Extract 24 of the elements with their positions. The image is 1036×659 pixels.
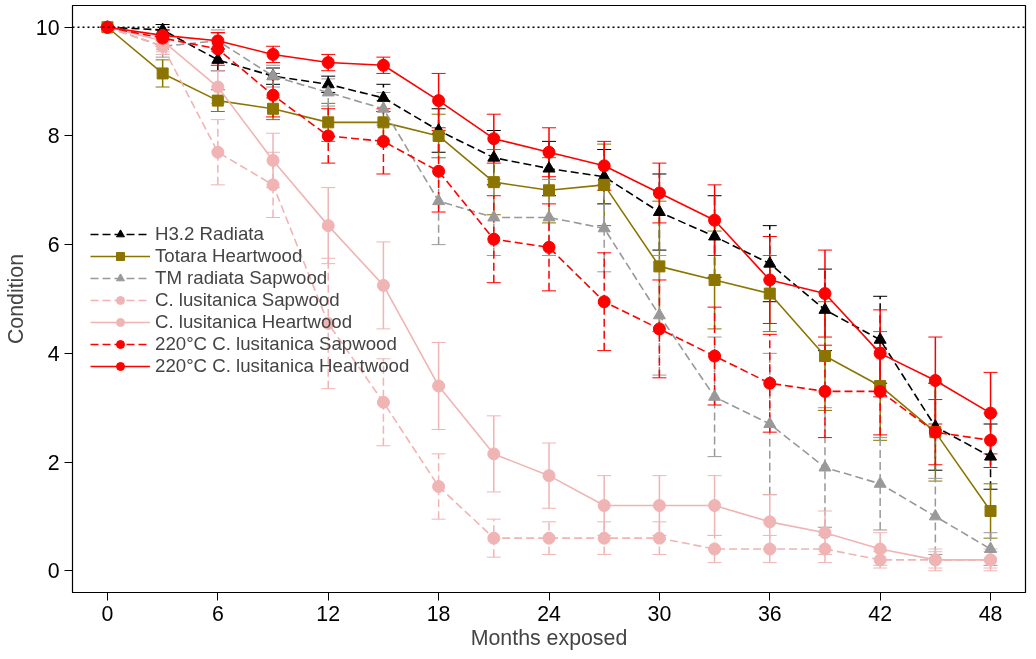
y-tick-label: 10 <box>35 15 60 40</box>
legend-label: 220°C C. lusitanica Sapwood <box>155 333 397 355</box>
x-tick-label: 24 <box>537 601 561 626</box>
legend-label: C. lusitanica Sapwood <box>155 289 340 311</box>
y-tick-label: 6 <box>47 233 60 258</box>
legend-label: Totara Heartwood <box>155 245 303 267</box>
y-tick-label: 8 <box>47 124 60 149</box>
x-tick-label: 6 <box>211 601 224 626</box>
x-tick-label: 42 <box>868 601 893 626</box>
legend-label: 220°C C. lusitanica Heartwood <box>155 355 410 377</box>
y-tick-label: 0 <box>47 559 60 584</box>
x-tick-label: 0 <box>101 601 114 626</box>
x-tick-label: 12 <box>316 601 341 626</box>
y-axis-title: Condition <box>3 253 28 345</box>
x-axis-title: Months exposed <box>470 625 628 650</box>
legend-label: TM radiata Sapwood <box>155 267 328 289</box>
y-tick-label: 4 <box>47 341 60 366</box>
legend-label: C. lusitanica Heartwood <box>155 311 353 333</box>
y-tick-label: 2 <box>47 450 60 475</box>
x-tick-label: 36 <box>757 601 782 626</box>
x-tick-label: 30 <box>647 601 672 626</box>
x-tick-label: 18 <box>426 601 451 626</box>
legend-label: H3.2 Radiata <box>155 223 264 245</box>
x-tick-label: 48 <box>978 601 1003 626</box>
